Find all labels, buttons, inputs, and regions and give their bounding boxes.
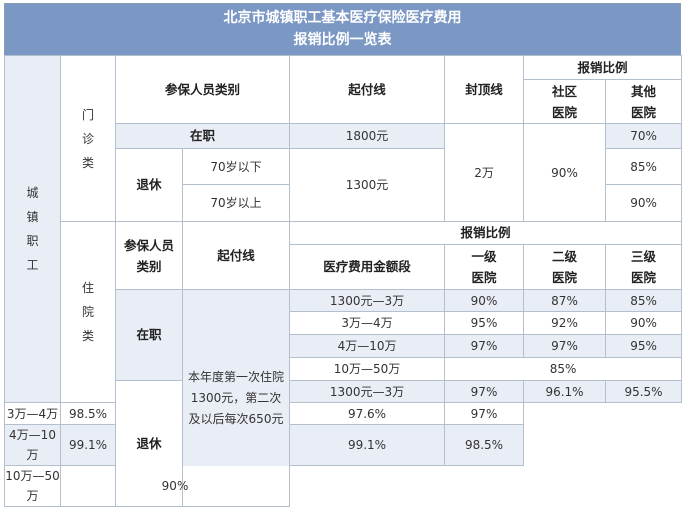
table-row: 1300元—3万	[289, 380, 446, 403]
table-row: 4万—10万	[4, 424, 61, 466]
outpatient-threshold-header: 起付线	[289, 55, 446, 124]
table-title-line1: 北京市城镇职工基本医疗保险医疗费用	[223, 10, 462, 26]
inpatient-ratio-header: 报销比例	[289, 221, 683, 245]
table-row: 10万—50万	[289, 357, 446, 381]
table-cell: 97.6%	[289, 402, 446, 425]
outpatient-category-header: 参保人员类别	[114, 55, 291, 124]
other-hospital-header: 其他医院	[605, 79, 683, 124]
table-cell: 98.5%	[444, 424, 525, 466]
retired-under70-other-ratio: 85%	[605, 148, 683, 185]
side-label-cell: 城镇职工	[4, 55, 61, 403]
level3-hospital-header: 三级医院	[605, 244, 683, 290]
outpatient-cap-value: 2万	[444, 123, 525, 222]
table-cell: 90%	[444, 289, 525, 312]
table-row: 4万—10万	[289, 334, 446, 358]
outpatient-employed-other-ratio: 70%	[605, 123, 683, 149]
table-title: 北京市城镇职工基本医疗保险医疗费用 报销比例一览表	[4, 3, 681, 55]
table-title-line2: 报销比例一览表	[293, 32, 392, 48]
outpatient-retired-label: 退休	[115, 148, 183, 222]
table-cell: 98.5%	[60, 402, 116, 425]
outpatient-cap-header: 封顶线	[444, 55, 525, 124]
table-row: 3万—4万	[4, 402, 61, 425]
level1-hospital-header: 一级医院	[444, 244, 525, 290]
table-row: 10万—50万	[4, 465, 61, 507]
table-cell: 90%	[59, 465, 291, 507]
reimbursement-table-container: 北京市城镇职工基本医疗保险医疗费用 报销比例一览表 城镇职工 门诊类 参保人员类…	[4, 3, 683, 507]
table-cell: 90%	[605, 311, 683, 335]
table-cell: 95%	[605, 334, 683, 358]
outpatient-label: 门诊类	[81, 107, 94, 170]
retired-under70-label: 70岁以下	[181, 148, 291, 185]
table-cell: 97%	[444, 380, 525, 403]
table-cell: 99.1%	[289, 424, 446, 466]
side-label: 城镇职工	[26, 186, 39, 272]
outpatient-community-ratio: 90%	[523, 123, 607, 222]
table-row: 3万—4万	[289, 311, 446, 335]
inpatient-label: 住院类	[81, 281, 94, 343]
outpatient-retired-threshold: 1300元	[289, 148, 446, 222]
inpatient-employed-label: 在职	[115, 289, 183, 381]
table-row: 1300元—3万	[289, 289, 446, 312]
table-cell: 85%	[605, 289, 683, 312]
outpatient-employed-threshold: 1800元	[289, 123, 446, 149]
community-hospital-header: 社区医院	[523, 79, 607, 124]
table-cell: 95.5%	[605, 380, 683, 403]
table-cell: 85%	[444, 357, 683, 381]
table-cell: 96.1%	[523, 380, 607, 403]
retired-over70-label: 70岁以上	[181, 184, 291, 222]
table-cell: 87%	[523, 289, 607, 312]
retired-over70-other-ratio: 90%	[605, 184, 683, 222]
outpatient-ratio-header: 报销比例	[523, 55, 683, 80]
table-cell: 95%	[444, 311, 525, 335]
table-cell: 99.1%	[60, 424, 116, 466]
reimbursement-table: 城镇职工 门诊类 参保人员类别 起付线 封顶线 报销比例 社区医院 其他医院 在…	[4, 55, 683, 507]
table-cell: 97%	[444, 402, 525, 425]
table-cell: 97%	[523, 334, 607, 358]
inpatient-category-header: 参保人员类别	[115, 221, 183, 290]
amount-range-header: 医疗费用金额段	[289, 244, 446, 290]
inpatient-label-cell: 住院类	[60, 221, 116, 403]
outpatient-employed-label: 在职	[114, 123, 291, 149]
table-cell: 97%	[444, 334, 525, 358]
level2-hospital-header: 二级医院	[523, 244, 607, 290]
outpatient-label-cell: 门诊类	[60, 55, 116, 222]
inpatient-threshold-header: 起付线	[181, 221, 291, 290]
table-cell: 92%	[523, 311, 607, 335]
